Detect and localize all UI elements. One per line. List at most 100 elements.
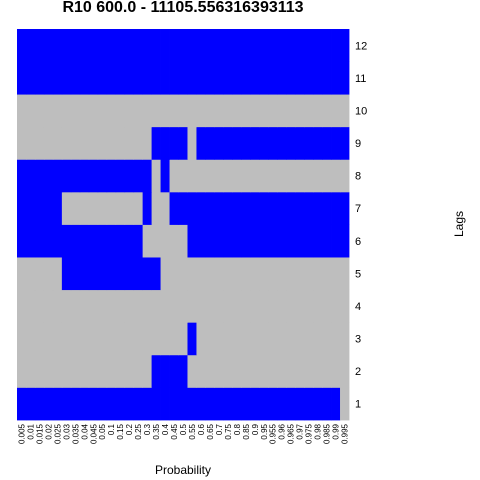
heatmap-cell-lag1-p0.9 [250, 387, 260, 421]
heatmap-cell-lag11-p0.45 [169, 61, 179, 95]
heatmap-cell-lag12-p0.95 [259, 29, 269, 62]
heatmap-cell-lag3-p0.8 [232, 322, 242, 356]
heatmap-cell-lag1-p0.99 [331, 387, 341, 421]
heatmap-cell-lag4-p0.015 [34, 289, 45, 323]
heatmap-cell-lag10-p0.65 [205, 94, 215, 128]
heatmap-cell-lag5-p0.1 [106, 257, 117, 291]
y-tick-label: 4 [355, 301, 361, 313]
heatmap-cell-lag12-p0.3 [142, 29, 152, 62]
heatmap-cell-lag3-p0.02 [43, 322, 54, 356]
heatmap-cell-lag2-p0.98 [313, 354, 323, 388]
heatmap-cell-lag11-p0.985 [322, 61, 332, 95]
heatmap-cell-lag11-p0.96 [277, 61, 287, 95]
y-tick-label: 3 [355, 334, 361, 346]
heatmap-cell-lag11-p0.01 [25, 61, 36, 95]
heatmap-cell-lag7-p0.01 [25, 191, 36, 225]
heatmap-cell-lag4-p0.02 [43, 289, 54, 323]
heatmap-cell-lag1-p0.85 [241, 387, 251, 421]
heatmap-cell-lag4-p0.65 [205, 289, 215, 323]
heatmap-cell-lag9-p0.01 [25, 126, 36, 160]
heatmap-cell-lag9-p0.995 [340, 126, 350, 160]
heatmap-cell-lag2-p0.55 [187, 354, 197, 388]
heatmap-cell-lag1-p0.97 [295, 387, 305, 421]
heatmap-cell-lag2-p0.85 [241, 354, 251, 388]
heatmap-cell-lag2-p0.75 [223, 354, 233, 388]
heatmap-cell-lag1-p0.005 [17, 387, 27, 421]
heatmap-cell-lag2-p0.99 [331, 354, 341, 388]
heatmap-cell-lag9-p0.98 [313, 126, 323, 160]
heatmap-cell-lag9-p0.7 [214, 126, 224, 160]
heatmap-cell-lag11-p0.6 [196, 61, 206, 95]
heatmap-cell-lag12-p0.9 [250, 29, 260, 62]
heatmap-cell-lag7-p0.025 [52, 191, 63, 225]
heatmap-cell-lag11-p0.005 [17, 61, 27, 95]
heatmap-cell-lag10-p0.75 [223, 94, 233, 128]
heatmap-cell-lag6-p0.25 [133, 224, 144, 258]
heatmap-cell-lag12-p0.985 [322, 29, 332, 62]
heatmap-cell-lag10-p0.005 [17, 94, 27, 128]
heatmap-cell-lag12-p0.65 [205, 29, 215, 62]
heatmap-cell-lag4-p0.035 [70, 289, 81, 323]
heatmap-cell-lag5-p0.025 [52, 257, 63, 291]
heatmap-cell-lag10-p0.6 [196, 94, 206, 128]
heatmap-cell-lag9-p0.985 [322, 126, 332, 160]
heatmap-cell-lag7-p0.4 [160, 191, 170, 225]
heatmap-cell-lag10-p0.97 [295, 94, 305, 128]
heatmap-cell-lag8-p0.25 [133, 159, 144, 193]
heatmap-cell-lag5-p0.035 [70, 257, 81, 291]
heatmap-cell-lag1-p0.015 [34, 387, 45, 421]
heatmap-cell-lag12-p0.975 [304, 29, 314, 62]
heatmap-cell-lag5-p0.75 [223, 257, 233, 291]
heatmap-cell-lag5-p0.25 [133, 257, 144, 291]
heatmap-cell-lag7-p0.005 [17, 191, 27, 225]
heatmap-cell-lag2-p0.035 [70, 354, 81, 388]
heatmap-cell-lag7-p0.7 [214, 191, 224, 225]
heatmap-cell-lag8-p0.965 [286, 159, 296, 193]
heatmap-cell-lag8-p0.45 [169, 159, 179, 193]
heatmap-cell-lag9-p0.05 [97, 126, 108, 160]
heatmap-cell-lag12-p0.4 [160, 29, 170, 62]
x-tick-label: 0.035 [71, 423, 80, 444]
heatmap-cell-lag11-p0.2 [124, 61, 135, 95]
heatmap-cell-lag8-p0.04 [79, 159, 90, 193]
heatmap-cell-lag10-p0.035 [70, 94, 81, 128]
heatmap-cell-lag9-p0.55 [187, 126, 197, 160]
heatmap-cell-lag11-p0.1 [106, 61, 117, 95]
heatmap-cell-lag1-p0.5 [178, 387, 188, 421]
heatmap-cell-lag7-p0.1 [106, 191, 117, 225]
heatmap-cell-lag3-p0.035 [70, 322, 81, 356]
heatmap-cell-lag8-p0.95 [259, 159, 269, 193]
x-tick-label: 0.5 [179, 423, 188, 435]
heatmap-cell-lag8-p0.96 [277, 159, 287, 193]
heatmap-cell-lag5-p0.3 [142, 257, 152, 291]
heatmap-cell-lag11-p0.98 [313, 61, 323, 95]
heatmap-cell-lag6-p0.75 [223, 224, 233, 258]
heatmap-cell-lag10-p0.2 [124, 94, 135, 128]
heatmap-cell-lag2-p0.3 [142, 354, 152, 388]
heatmap-cell-lag4-p0.85 [241, 289, 251, 323]
heatmap-cell-lag6-p0.01 [25, 224, 36, 258]
heatmap-cell-lag5-p0.985 [322, 257, 332, 291]
heatmap-cell-lag11-p0.03 [61, 61, 72, 95]
heatmap-cell-lag4-p0.04 [79, 289, 90, 323]
heatmap-cell-lag6-p0.04 [79, 224, 90, 258]
x-tick-label: 0.025 [53, 423, 62, 444]
heatmap-cell-lag9-p0.025 [52, 126, 63, 160]
heatmap-cell-lag8-p0.6 [196, 159, 206, 193]
x-tick-label: 0.45 [170, 423, 179, 439]
heatmap-cell-lag6-p0.015 [34, 224, 45, 258]
heatmap-cell-lag11-p0.7 [214, 61, 224, 95]
heatmap-cell-lag1-p0.7 [214, 387, 224, 421]
heatmap-cell-lag6-p0.6 [196, 224, 206, 258]
heatmap-cell-lag10-p0.4 [160, 94, 170, 128]
heatmap-cell-lag11-p0.9 [250, 61, 260, 95]
x-tick-label: 0.99 [332, 423, 341, 439]
x-tick-label: 0.03 [62, 423, 71, 439]
heatmap-cell-lag5-p0.965 [286, 257, 296, 291]
heatmap-cell-lag12-p0.045 [88, 29, 99, 62]
heatmap-cell-lag7-p0.985 [322, 191, 332, 225]
heatmap-cell-lag4-p0.15 [115, 289, 126, 323]
heatmap-cell-lag4-p0.03 [61, 289, 72, 323]
heatmap-cell-lag7-p0.85 [241, 191, 251, 225]
heatmap-cell-lag11-p0.35 [151, 61, 161, 95]
